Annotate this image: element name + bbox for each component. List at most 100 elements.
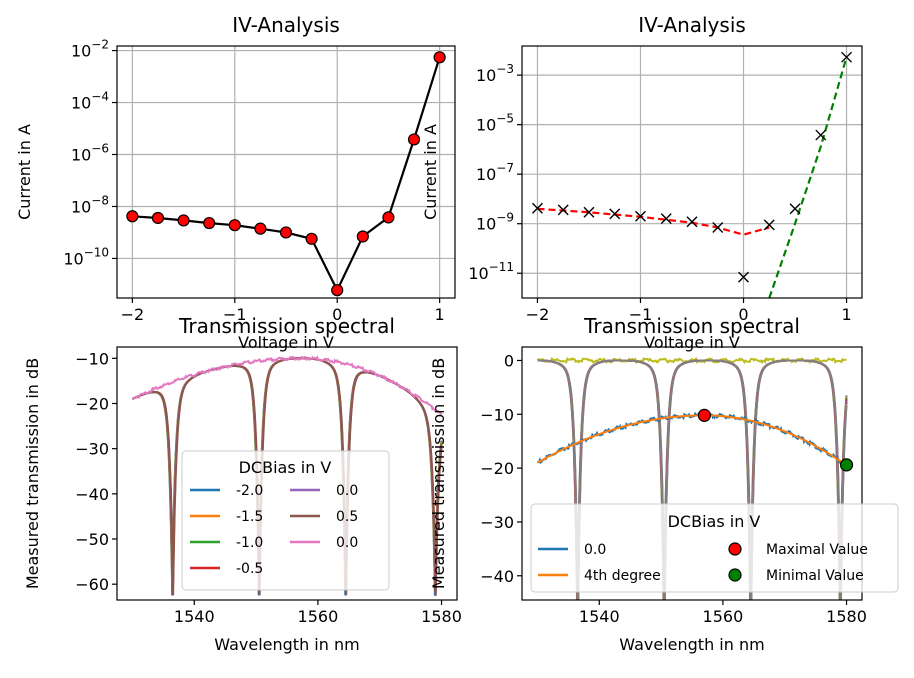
- x-tick-label: 1580: [421, 607, 462, 626]
- y-tick-label: −60: [75, 575, 109, 594]
- iv-point: [177, 214, 190, 227]
- iv-x-marker: [634, 210, 646, 222]
- y-tick-label: 10−5: [476, 112, 514, 135]
- plot-frame: [521, 346, 863, 601]
- panel-title: Transmission spectral: [178, 314, 395, 338]
- series-iv: [126, 51, 446, 297]
- x-axis-label: Wavelength in nm: [214, 635, 359, 654]
- x-tick-label: 1: [435, 305, 445, 324]
- fit-line: [768, 56, 848, 298]
- iv-point: [126, 210, 139, 223]
- x-tick-label: 1: [841, 305, 851, 324]
- legend-label: 0.0: [336, 483, 358, 499]
- y-axis-label: Current in A: [15, 124, 34, 220]
- x-tick-label: 1580: [826, 607, 867, 626]
- iv-x-marker: [789, 203, 801, 215]
- y-tick-label: 10−2: [71, 38, 109, 61]
- y-tick-label: 10−3: [476, 62, 514, 85]
- chart-iv-fit: −2 −1 0 110−1110−910−710−510−3IV-AnalysisVo…: [421, 13, 863, 352]
- iv-x-marker: [583, 206, 595, 218]
- y-tick-label: 10−7: [476, 161, 514, 184]
- legend: DCBias in V -2.0 -1.5 -1.0 -0.5 0.0 0.5 0.0: [181, 450, 390, 591]
- x-tick-label: −1: [629, 305, 653, 324]
- normalized-spectrum-line: [537, 359, 848, 600]
- tick-base: 10: [71, 146, 91, 165]
- legend-label: 4th degree: [584, 568, 661, 584]
- y-tick-label: −30: [480, 513, 514, 532]
- iv-x-marker: [841, 51, 853, 63]
- iv-point: [151, 211, 165, 225]
- legend-swatch: [728, 568, 742, 582]
- y-tick-label: −50: [75, 530, 109, 549]
- panel-title: Transmission spectral: [583, 314, 800, 338]
- y-tick-label: −20: [480, 459, 514, 478]
- series-iv-fit: [531, 51, 853, 298]
- tick-base: 10: [476, 66, 496, 85]
- iv-x-marker: [763, 219, 775, 231]
- panel-title: IV-Analysis: [638, 13, 746, 37]
- iv-point: [356, 230, 369, 243]
- y-tick-label: 10−4: [71, 90, 109, 113]
- legend-title: DCBias in V: [668, 512, 761, 531]
- plot-frame: [521, 45, 863, 299]
- chart-transmission-normalized: 1540 1560 1580 −40 −30 −20 −10 0 Transmission sp…: [429, 314, 899, 654]
- iv-x-marker: [609, 208, 621, 220]
- envelope-fit-line: [537, 414, 848, 467]
- x-tick-label: −2: [121, 305, 145, 324]
- y-tick-label: 10−9: [476, 211, 514, 234]
- tick-exponent: −10: [84, 245, 109, 259]
- plot-frame: [116, 346, 458, 601]
- legend-label: 0.0: [584, 542, 606, 558]
- legend-label: Minimal Value: [766, 568, 864, 584]
- iv-x-marker: [531, 202, 543, 214]
- x-tick-label: −1: [223, 305, 247, 324]
- y-axis-label: Current in A: [421, 124, 440, 220]
- chart-iv-log: −2 −1 0 110−1010−810−610−410−2IV-AnalysisVo…: [15, 13, 456, 352]
- y-tick-label: −30: [75, 440, 109, 459]
- y-tick-label: 10−6: [71, 142, 109, 165]
- reference-line: [131, 355, 443, 416]
- tick-exponent: −7: [496, 161, 514, 175]
- series-normalized: [536, 356, 848, 600]
- x-tick-label: 1560: [703, 607, 744, 626]
- tick-exponent: −4: [91, 90, 109, 104]
- legend-box: [530, 503, 899, 593]
- iv-x-marker: [815, 129, 827, 141]
- iv-point: [279, 226, 293, 239]
- panel-title: IV-Analysis: [232, 13, 340, 37]
- tick-base: 10: [468, 264, 488, 283]
- tick-base: 10: [71, 42, 91, 61]
- legend-title: DCBias in V: [239, 458, 332, 477]
- y-tick-label: 10−10: [63, 245, 109, 268]
- tick-exponent: −5: [496, 112, 514, 126]
- iv-point: [203, 216, 216, 230]
- tick-base: 10: [71, 94, 91, 113]
- x-tick-label: 1560: [298, 607, 339, 626]
- iv-point: [254, 222, 267, 235]
- tick-exponent: −8: [91, 193, 109, 207]
- legend-label: -2.0: [236, 483, 263, 499]
- legend-label: Maximal Value: [766, 542, 868, 558]
- y-tick-label: 10−8: [71, 193, 109, 216]
- maximal-value-point: [697, 408, 711, 422]
- y-tick-label: 10−11: [468, 260, 514, 283]
- y-tick-label: −20: [75, 394, 109, 413]
- x-tick-label: 1540: [174, 607, 215, 626]
- legend-box: [181, 450, 390, 591]
- tick-exponent: −6: [91, 142, 109, 156]
- tick-exponent: −3: [496, 62, 514, 76]
- legend-label: 0.5: [336, 509, 358, 525]
- y-tick-label: −10: [75, 349, 109, 368]
- iv-x-marker: [686, 216, 698, 228]
- y-tick-label: −40: [480, 567, 514, 586]
- x-tick-label: 0: [738, 305, 748, 324]
- iv-point: [382, 211, 395, 224]
- y-axis-label: Measured transmission in dB: [429, 358, 448, 589]
- iv-x-marker: [660, 213, 672, 225]
- iv-point: [305, 232, 318, 245]
- legend: DCBias in V 0.0 4th degree Maximal Value Min…: [530, 503, 899, 593]
- iv-point: [433, 51, 446, 64]
- series-transmission: [131, 355, 443, 596]
- legend-swatch: [728, 542, 742, 556]
